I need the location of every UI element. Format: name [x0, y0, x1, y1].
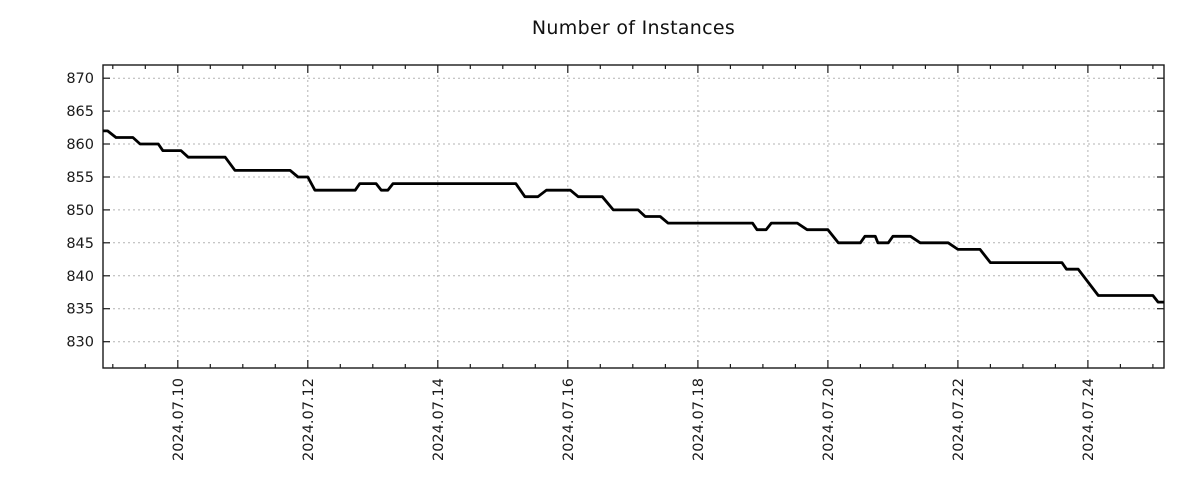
svg-text:2024.07.16: 2024.07.16: [561, 378, 577, 461]
svg-text:850: 850: [66, 203, 94, 219]
svg-text:855: 855: [66, 170, 94, 186]
svg-text:2024.07.22: 2024.07.22: [951, 378, 967, 461]
svg-text:2024.07.12: 2024.07.12: [301, 378, 317, 461]
svg-text:2024.07.10: 2024.07.10: [171, 378, 187, 461]
svg-text:2024.07.18: 2024.07.18: [691, 378, 707, 461]
svg-text:835: 835: [66, 302, 94, 318]
chart-title: Number of Instances: [531, 17, 736, 39]
svg-text:865: 865: [66, 104, 94, 120]
svg-text:845: 845: [66, 236, 94, 252]
svg-text:840: 840: [66, 269, 94, 285]
x-ticks: [112, 65, 1154, 368]
x-tick-labels: 2024.07.10 2024.07.12 2024.07.14 2024.07.16…: [171, 378, 1097, 461]
y-tick-labels: 830 835 840 845 850 855 860 865 870: [66, 71, 94, 351]
svg-text:2024.07.24: 2024.07.24: [1081, 378, 1097, 461]
svg-text:2024.07.14: 2024.07.14: [431, 378, 447, 461]
svg-text:2024.07.20: 2024.07.20: [821, 378, 837, 461]
y-ticks: [103, 77, 1164, 343]
svg-text:830: 830: [66, 335, 94, 351]
y-gridlines: [103, 77, 1164, 343]
svg-text:870: 870: [66, 71, 94, 87]
plot-border: [102, 64, 1165, 369]
svg-text:860: 860: [66, 137, 94, 153]
series-line: [103, 129, 1164, 304]
x-gridlines: [177, 65, 1089, 368]
